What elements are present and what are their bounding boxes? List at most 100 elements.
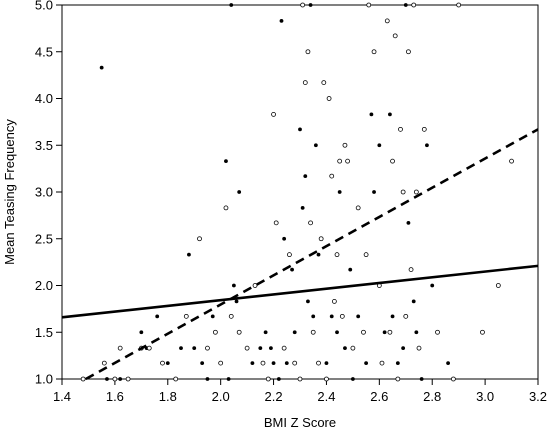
open-data-point (318, 236, 324, 242)
open-data-point (125, 376, 131, 382)
open-data-point (395, 376, 401, 382)
filled-data-point (118, 377, 123, 381)
open-data-point (411, 2, 417, 8)
open-data-point (321, 80, 327, 86)
open-data-point (363, 252, 369, 258)
open-data-point (413, 189, 419, 195)
y-tick-label: 3.0 (35, 185, 53, 200)
filled-data-point (271, 361, 276, 366)
open-data-point (342, 142, 348, 148)
open-data-point (117, 345, 123, 351)
filled-data-point (390, 314, 395, 319)
open-data-point (435, 329, 440, 335)
x-tick-label: 3.2 (529, 389, 547, 404)
filled-data-point (329, 314, 334, 319)
open-data-point (450, 376, 456, 382)
x-tick-label: 2.8 (423, 389, 441, 404)
open-data-point (292, 360, 298, 366)
open-data-point (302, 80, 308, 86)
data-points (80, 2, 514, 382)
filled-data-point (99, 65, 104, 70)
open-data-point (80, 376, 86, 382)
filled-data-point (210, 314, 215, 319)
open-data-point (316, 360, 321, 366)
filled-data-point (406, 220, 411, 225)
open-data-point (273, 220, 279, 226)
open-data-point (416, 345, 422, 351)
filled-data-point (414, 330, 419, 335)
filled-data-point (311, 314, 316, 319)
filled-data-point (356, 314, 361, 319)
filled-data-point (292, 330, 297, 335)
filled-data-point (419, 377, 424, 381)
open-data-point (379, 360, 385, 366)
y-tick-label: 5.0 (35, 0, 53, 13)
plot-frame (61, 4, 539, 380)
open-data-point (355, 205, 361, 211)
open-data-point (173, 376, 179, 382)
filled-data-point (276, 377, 281, 381)
open-data-point (350, 345, 356, 351)
open-data-point (392, 33, 398, 39)
open-data-point (305, 49, 311, 55)
open-data-point (403, 313, 409, 319)
x-tick-label: 1.6 (106, 389, 124, 404)
open-data-point (223, 205, 229, 211)
x-tick-label: 1.4 (53, 389, 71, 404)
y-axis-title: Mean Teasing Frequency (2, 119, 17, 265)
open-data-point (265, 376, 271, 382)
open-data-point (310, 329, 316, 335)
y-axis: 1.0 1.5 2.0 2.5 3.0 3.5 4.0 4.5 5.0 (35, 0, 62, 387)
filled-data-point (231, 283, 236, 288)
filled-data-point (348, 267, 353, 272)
open-data-point (260, 360, 266, 366)
filled-data-point (155, 314, 160, 319)
filled-data-point (250, 361, 255, 366)
open-data-point (228, 313, 234, 319)
filled-data-point (290, 267, 294, 272)
filled-data-point (388, 112, 392, 117)
filled-data-point (234, 299, 239, 304)
filled-data-point (303, 174, 308, 179)
y-tick-label: 2.5 (35, 231, 53, 246)
filled-data-point (395, 361, 400, 366)
filled-data-point (401, 346, 406, 351)
open-data-point (197, 236, 202, 242)
filled-data-point (337, 190, 342, 194)
open-data-point (361, 329, 366, 335)
filled-data-point (263, 330, 268, 335)
filled-data-point (300, 205, 305, 210)
y-tick-label: 2.0 (35, 278, 53, 293)
filled-data-point (343, 346, 347, 351)
open-data-point (287, 252, 292, 258)
filled-data-point (165, 361, 170, 366)
open-data-point (308, 220, 313, 226)
open-data-point (160, 360, 165, 366)
open-data-point (297, 376, 303, 382)
filled-data-point (335, 330, 339, 335)
open-data-point (212, 329, 218, 335)
open-data-point (324, 376, 329, 382)
filled-data-point (282, 236, 287, 241)
x-tick-label: 2.4 (317, 389, 335, 404)
filled-data-point (139, 330, 144, 335)
filled-data-point (298, 127, 302, 132)
filled-data-point (205, 377, 210, 381)
filled-data-point (316, 252, 321, 257)
filled-data-point (425, 143, 429, 148)
filled-data-point (369, 112, 374, 117)
filled-data-point (269, 346, 273, 351)
open-data-point (421, 126, 427, 132)
open-data-point (281, 345, 287, 351)
open-data-point (406, 49, 411, 55)
x-axis-title: BMI Z Score (264, 415, 336, 430)
y-tick-label: 4.0 (35, 91, 53, 106)
filled-data-point (187, 252, 191, 257)
filled-data-point (179, 346, 183, 351)
x-tick-label: 1.8 (159, 389, 177, 404)
open-data-point (300, 2, 306, 8)
x-tick-label: 2.2 (265, 389, 283, 404)
y-tick-label: 4.5 (35, 44, 53, 59)
open-data-point (329, 173, 335, 179)
